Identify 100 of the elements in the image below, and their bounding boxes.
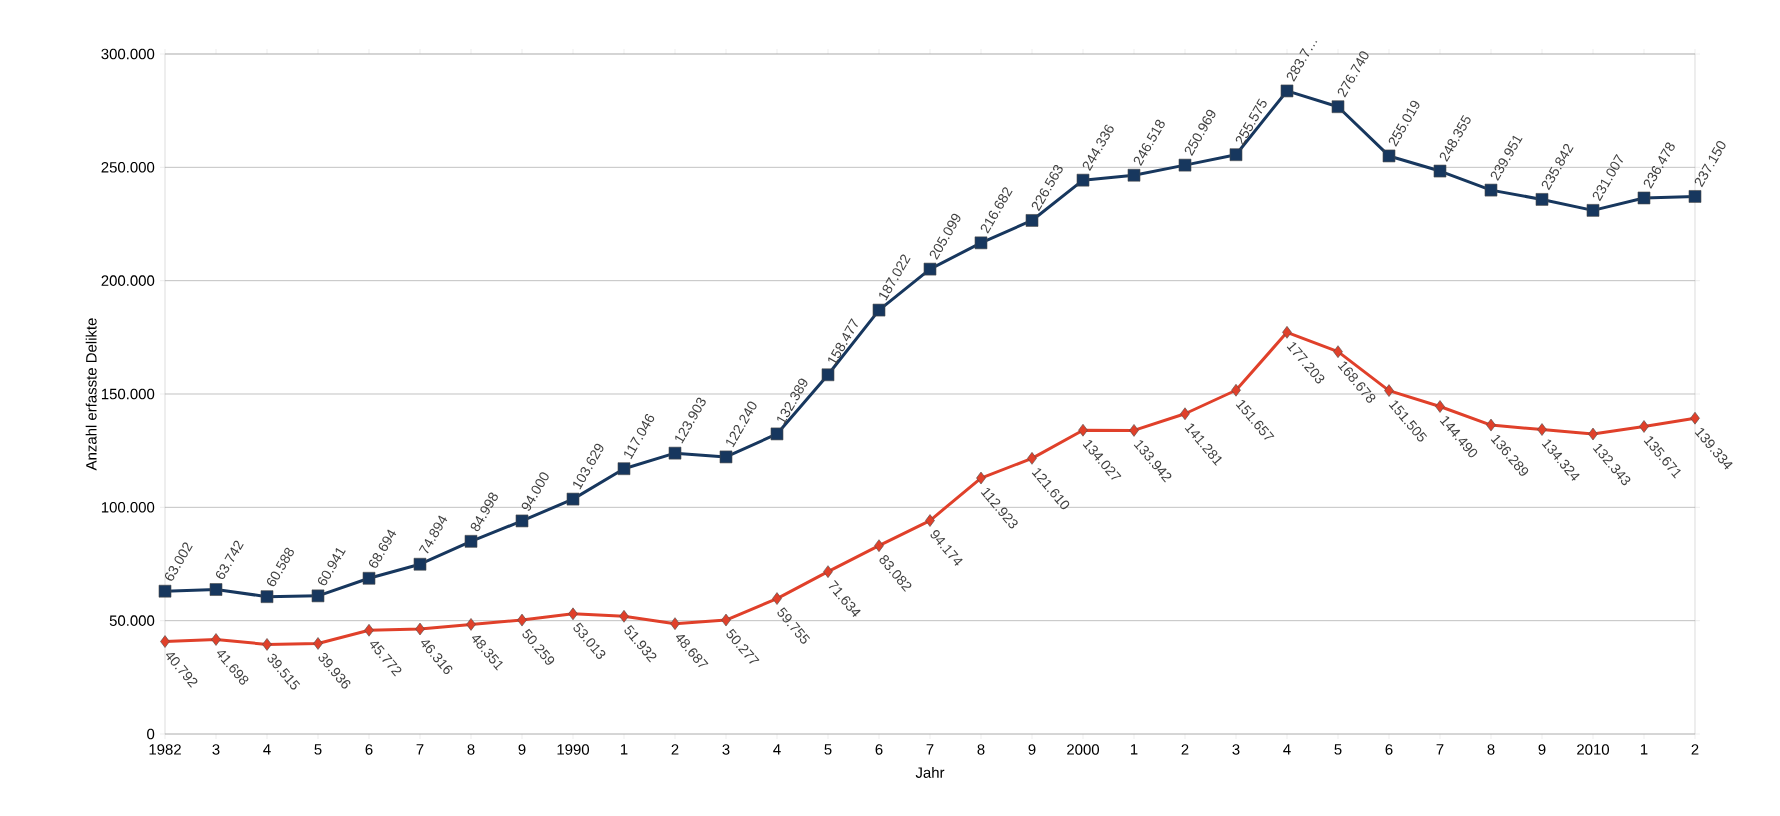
point xyxy=(923,262,937,276)
x-tick-label: 9 xyxy=(1538,744,1546,755)
x-tick-label: 9 xyxy=(1028,744,1036,755)
point xyxy=(1280,84,1294,98)
point xyxy=(517,613,527,627)
x-tick-label: 7 xyxy=(1436,744,1444,755)
point xyxy=(872,303,886,317)
point xyxy=(1537,423,1547,436)
x-tick-label: 9 xyxy=(518,744,526,755)
point xyxy=(719,450,733,464)
x-tick-label: 5 xyxy=(824,744,832,755)
x-tick-label: 1 xyxy=(1640,744,1648,755)
point xyxy=(974,236,988,250)
point xyxy=(619,609,629,623)
x-tick-label: 7 xyxy=(926,744,934,755)
x-tick-label: 2000 xyxy=(1067,744,1100,755)
point xyxy=(515,514,529,528)
point xyxy=(262,638,272,651)
point xyxy=(1282,326,1292,339)
x-axis-title: Jahr xyxy=(915,766,945,778)
x-tick-label: 2 xyxy=(1181,744,1189,755)
x-tick-label: 8 xyxy=(1487,744,1495,755)
point xyxy=(313,637,323,650)
point xyxy=(1688,190,1702,203)
x-tick-label: 8 xyxy=(977,744,985,755)
point xyxy=(1231,383,1241,397)
x-tick-label: 4 xyxy=(263,744,271,755)
x-tick-label: 5 xyxy=(314,744,322,755)
point xyxy=(466,618,476,631)
point xyxy=(1178,158,1192,172)
point xyxy=(1586,204,1600,217)
x-tick-label: 3 xyxy=(212,744,220,755)
point xyxy=(668,446,682,460)
point xyxy=(1229,148,1243,161)
point xyxy=(1484,183,1498,197)
point xyxy=(160,635,170,648)
x-tick-label: 2 xyxy=(671,744,679,755)
x-tick-label: 2010 xyxy=(1577,744,1610,755)
point xyxy=(362,571,376,585)
point xyxy=(670,617,680,630)
point xyxy=(413,557,427,571)
x-tick-label: 3 xyxy=(722,744,730,755)
y-tick-label: 300.000 xyxy=(101,48,155,60)
point xyxy=(1331,100,1345,114)
x-tick-label: 5 xyxy=(1334,744,1342,755)
point xyxy=(772,592,782,605)
x-tick-label: 4 xyxy=(773,744,781,755)
point xyxy=(1129,424,1139,437)
point xyxy=(721,613,731,627)
point xyxy=(1433,164,1447,178)
x-tick-label: 6 xyxy=(365,744,373,755)
x-tick-label: 6 xyxy=(875,744,883,755)
point xyxy=(1535,193,1549,206)
point xyxy=(1382,149,1396,163)
point xyxy=(260,590,274,603)
point xyxy=(1639,420,1649,433)
y-tick-label: 0 xyxy=(147,728,155,740)
y-tick-label: 100.000 xyxy=(101,502,155,513)
point xyxy=(1127,168,1141,182)
x-tick-label: 8 xyxy=(467,744,475,755)
point xyxy=(770,427,784,441)
x-tick-label: 2 xyxy=(1691,744,1699,755)
point xyxy=(568,607,578,621)
y-tick-label: 200.000 xyxy=(101,275,155,286)
point xyxy=(311,589,325,603)
x-tick-label: 4 xyxy=(1283,744,1291,755)
y-tick-label: 50.000 xyxy=(109,615,155,626)
x-tick-label: 3 xyxy=(1232,744,1240,755)
point xyxy=(1588,427,1598,441)
point xyxy=(464,535,478,548)
point xyxy=(1025,214,1039,227)
x-tick-label: 7 xyxy=(416,744,424,755)
point xyxy=(158,584,172,598)
point xyxy=(1637,191,1651,205)
point xyxy=(1078,423,1088,437)
point xyxy=(211,633,221,646)
point xyxy=(976,471,986,485)
point xyxy=(821,368,835,382)
point xyxy=(209,583,223,596)
y-tick-label: 250.000 xyxy=(101,162,155,173)
point xyxy=(925,514,935,527)
x-tick-label: 1990 xyxy=(557,744,590,755)
point xyxy=(1435,400,1445,413)
point xyxy=(1027,452,1037,465)
point xyxy=(1384,384,1394,397)
point xyxy=(415,622,425,636)
point xyxy=(874,539,884,552)
point xyxy=(1076,173,1090,187)
y-tick-label: 150.000 xyxy=(101,388,155,400)
point xyxy=(566,492,580,506)
x-tick-label: 6 xyxy=(1385,744,1393,755)
point xyxy=(1690,411,1700,425)
y-axis-title: Anzahl erfasste Delikte xyxy=(85,318,97,471)
x-tick-label: 1982 xyxy=(149,744,181,755)
x-tick-label: 1 xyxy=(1130,744,1138,755)
point xyxy=(1333,345,1343,358)
point xyxy=(364,623,374,637)
point xyxy=(1486,418,1496,432)
point xyxy=(1180,407,1190,421)
point xyxy=(823,565,833,578)
